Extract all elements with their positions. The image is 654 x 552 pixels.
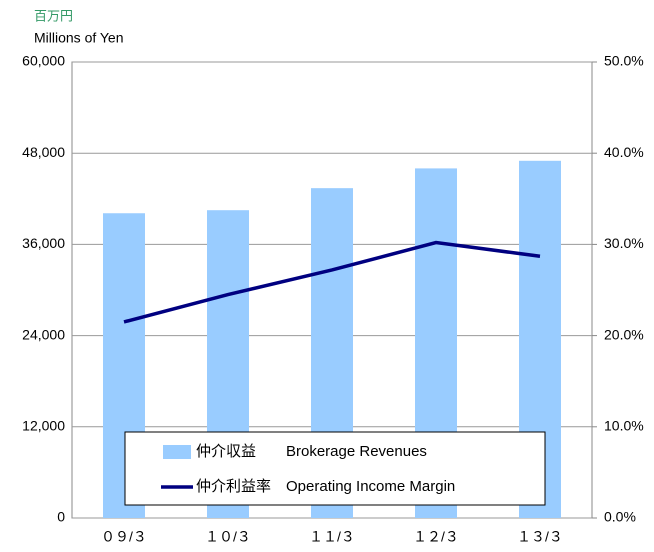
y2-tick-label: 50.0% bbox=[604, 53, 644, 69]
y2-tick-label: 10.0% bbox=[604, 418, 644, 434]
x-tick-label: １０/３ bbox=[205, 529, 251, 545]
legend-swatch bbox=[163, 445, 191, 459]
y2-tick-label: 40.0% bbox=[604, 144, 644, 160]
x-tick-label: １３/３ bbox=[517, 529, 563, 545]
legend-label: 仲介利益率 Operating Income Margin bbox=[196, 478, 455, 495]
unit-label-ja: 百万円 bbox=[34, 8, 73, 23]
unit-label: Millions of Yen bbox=[34, 30, 124, 46]
x-tick-label: １２/３ bbox=[413, 529, 459, 545]
y-tick-label: 60,000 bbox=[22, 53, 65, 69]
y2-tick-label: 30.0% bbox=[604, 235, 644, 251]
y-tick-label: 24,000 bbox=[22, 326, 65, 342]
y-tick-label: 0 bbox=[57, 509, 65, 525]
y-tick-label: 48,000 bbox=[22, 144, 65, 160]
legend-label: 仲介収益 Brokerage Revenues bbox=[196, 443, 427, 460]
y2-tick-label: 20.0% bbox=[604, 326, 644, 342]
y-tick-label: 12,000 bbox=[22, 418, 65, 434]
y-tick-label: 36,000 bbox=[22, 235, 65, 251]
x-tick-label: １１/３ bbox=[309, 529, 355, 545]
x-tick-label: ０９/３ bbox=[101, 529, 147, 545]
legend-box bbox=[124, 431, 546, 506]
line bbox=[123, 240, 541, 324]
y2-tick-label: 0.0% bbox=[604, 509, 636, 525]
